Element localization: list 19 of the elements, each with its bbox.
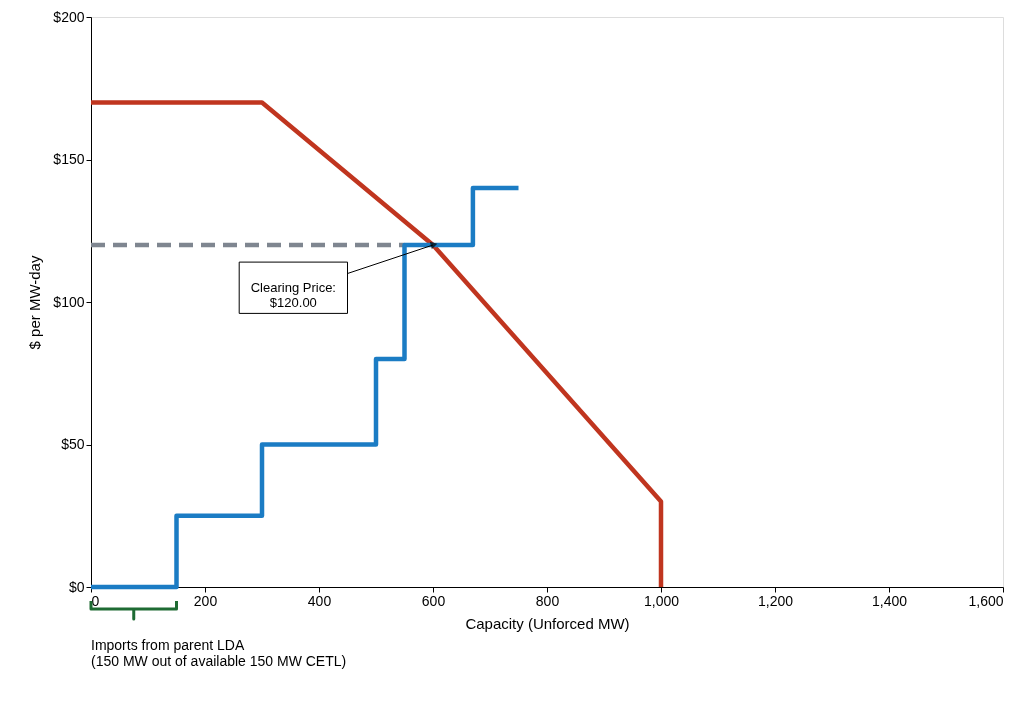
y-tick-label: $150	[53, 151, 85, 167]
x-tick-label: 400	[307, 592, 332, 609]
x-axis-title: Capacity (Unforced MW)	[465, 614, 630, 632]
y-tick-label: $100	[53, 293, 85, 310]
x-tick-label: 1,600	[968, 592, 1004, 609]
x-tick-label: 1,200	[757, 592, 794, 609]
annotation: Clearing Price: $120.00	[250, 279, 336, 310]
x-tick-label: 600	[421, 592, 446, 609]
y-tick-label: $50	[61, 436, 85, 452]
text: Imports from parent LDA (150 MW out of available 150 MW CETL)	[91, 637, 347, 669]
x-tick-label: 200	[193, 592, 218, 609]
x-tick-label: 1,000	[643, 592, 680, 609]
line-series	[88, 100, 664, 590]
x-tick-label: 1,400	[871, 592, 908, 609]
y-tick-label: $0	[68, 578, 85, 595]
x-tick-label: 0	[91, 592, 100, 609]
y-axis-title: $ per MW-day	[26, 255, 44, 350]
x-tick-label: 800	[535, 592, 560, 609]
y-tick-label: $200	[53, 8, 85, 25]
